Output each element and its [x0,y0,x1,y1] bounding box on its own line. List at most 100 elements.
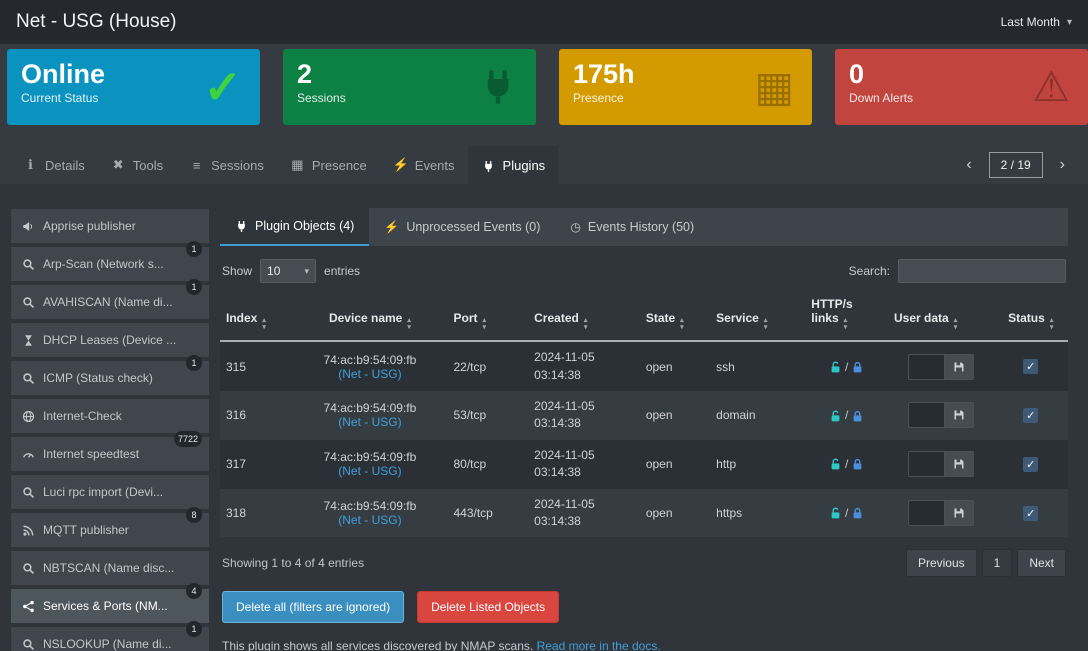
tab-details[interactable]: ℹ Details [10,146,98,184]
lock-open-icon[interactable] [829,410,842,423]
column-header-https-links[interactable]: HTTP/s links [805,293,888,343]
cell-device-name: 74:ac:b9:54:09:fb (Net - USG) [292,489,447,538]
sidebar-item-arp-scan[interactable]: Arp-Scan (Network s... 1 [10,241,210,282]
column-header-status[interactable]: Status [993,293,1068,343]
created-time: 03:14:38 [534,367,581,382]
search-input[interactable] [898,259,1066,283]
status-checkbox[interactable]: ✓ [1023,505,1039,521]
table-row[interactable]: 315 74:ac:b9:54:09:fb (Net - USG) 22/tcp… [220,341,1068,392]
save-button[interactable] [943,451,974,478]
cell-https-links: / [805,391,888,440]
device-link[interactable]: (Net - USG) [338,464,402,479]
search-icon [22,486,35,499]
tab-label: Presence [311,157,367,173]
sidebar-item-internet-check[interactable]: Internet-Check [10,398,210,434]
status-checkbox[interactable]: ✓ [1023,456,1039,472]
lock-open-icon[interactable] [829,361,842,374]
user-data-input[interactable] [907,402,944,429]
save-button[interactable] [943,500,974,527]
cell-service: http [716,457,737,472]
save-button[interactable] [943,402,974,429]
sidebar-item-label: Apprise publisher [43,219,136,233]
tab-unprocessed-events[interactable]: ⚡ Unprocessed Events (0) [369,208,555,246]
column-header-port[interactable]: Port [447,293,529,343]
sidebar-item-mqtt-publisher[interactable]: MQTT publisher 8 [10,507,210,548]
search-label: Search: [848,264,890,278]
cell-state: open [645,408,673,423]
lock-closed-icon[interactable] [851,410,864,423]
user-data-input[interactable] [907,353,944,380]
page-size-select[interactable]: 10 ▾ [260,259,317,283]
tab-events-history[interactable]: ◷ Events History (50) [555,208,709,246]
lock-open-icon[interactable] [829,507,842,520]
column-header-index[interactable]: Index [220,293,293,343]
column-label: Port [453,311,478,325]
prev-device-button[interactable]: ‹ [966,156,972,173]
user-data-input[interactable] [907,500,944,527]
sidebar-item-avahiscan[interactable]: AVAHISCAN (Name di... 1 [10,279,210,320]
cell-status: ✓ [993,440,1068,489]
show-label: Show [222,264,253,278]
sort-icon [680,318,684,331]
tab-tools[interactable]: ✖ Tools [98,146,176,184]
sidebar-item-internet-speedtest[interactable]: Internet speedtest 7722 [10,431,210,472]
sidebar-item-dhcp-leases[interactable]: DHCP Leases (Device ... [10,322,210,358]
previous-page-button[interactable]: Previous [905,549,977,578]
list-icon: ≡ [192,157,201,173]
column-header-user-data[interactable]: User data [888,293,994,343]
status-checkbox[interactable]: ✓ [1023,407,1039,423]
lock-closed-icon[interactable] [851,458,864,471]
column-header-device-name[interactable]: Device name [292,293,448,343]
content-area: Apprise publisher Arp-Scan (Network s...… [0,184,1088,651]
main-tabs: ℹ Details ✖ Tools ≡ Sessions ▦ Presence … [0,146,1088,184]
page-number-button[interactable]: 1 [981,549,1013,578]
device-link[interactable]: (Net - USG) [338,513,402,528]
lock-closed-icon[interactable] [851,361,864,374]
cell-port: 22/tcp [453,359,487,374]
column-header-service[interactable]: Service [710,293,806,343]
sidebar-item-services-ports[interactable]: Services & Ports (NM... 4 [10,583,210,624]
table-row[interactable]: 316 74:ac:b9:54:09:fb (Net - USG) 53/tcp… [220,391,1068,440]
table-row[interactable]: 317 74:ac:b9:54:09:fb (Net - USG) 80/tcp… [220,439,1068,489]
cell-device-name: 74:ac:b9:54:09:fb (Net - USG) [292,391,447,440]
floppy-icon [953,507,965,519]
device-link[interactable]: (Net - USG) [338,366,402,381]
save-button[interactable] [943,353,974,380]
cell-user-data [888,440,993,489]
sidebar-item-luci-rpc-import[interactable]: Luci rpc import (Devi... [10,474,210,510]
tab-plugin-objects[interactable]: Plugin Objects (4) [220,208,370,246]
next-page-button[interactable]: Next [1017,549,1066,578]
sidebar-item-nbtscan[interactable]: NBTSCAN (Name disc... [10,550,210,586]
count-badge: 7722 [173,431,202,447]
tab-sessions[interactable]: ≡ Sessions [176,146,277,184]
user-data-input[interactable] [907,451,944,478]
column-header-state[interactable]: State [639,293,711,343]
sidebar-item-label: DHCP Leases (Device ... [43,333,177,347]
sort-icon [954,318,958,331]
delete-all-button[interactable]: Delete all (filters are ignored) [222,591,405,624]
tab-presence[interactable]: ▦ Presence [277,146,380,184]
sidebar-item-label: Luci rpc import (Devi... [43,485,164,499]
table-row[interactable]: 318 74:ac:b9:54:09:fb (Net - USG) 443/tc… [220,488,1068,538]
cell-https-links: / [805,489,888,538]
next-device-button[interactable]: › [1059,156,1065,173]
share-icon [22,600,35,613]
delete-listed-button[interactable]: Delete Listed Objects [417,591,560,624]
tab-plugins[interactable]: Plugins [467,146,559,184]
sidebar-item-icmp[interactable]: ICMP (Status check) 1 [10,355,210,396]
docs-link[interactable]: Read more in the docs. [536,639,661,651]
device-link[interactable]: (Net - USG) [338,415,402,430]
tab-label: Unprocessed Events (0) [406,220,541,234]
lock-open-icon[interactable] [829,458,842,471]
created-time: 03:14:38 [534,514,581,529]
sidebar-item-label: MQTT publisher [43,523,129,537]
column-header-created[interactable]: Created [528,293,640,343]
sidebar-item-nslookup[interactable]: NSLOOKUP (Name di... 1 [10,621,210,651]
tab-events[interactable]: ⚡ Events [380,146,468,184]
sidebar-item-apprise-publisher[interactable]: Apprise publisher [10,208,210,244]
period-selector[interactable]: Last Month ▾ [1001,15,1072,29]
lock-closed-icon[interactable] [851,507,864,520]
device-page-indicator: 2 / 19 [988,152,1043,178]
card-value: 175h [573,59,635,89]
status-checkbox[interactable]: ✓ [1023,359,1039,375]
